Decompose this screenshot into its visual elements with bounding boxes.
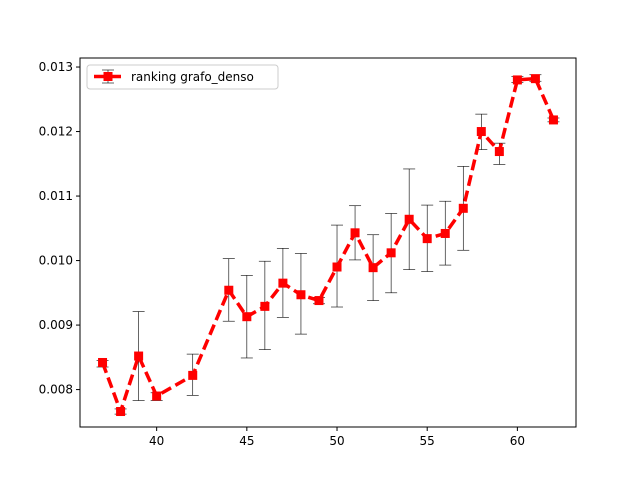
series-group [98, 74, 558, 417]
x-tick-label: 55 [420, 434, 435, 448]
data-point [332, 262, 342, 272]
data-point [350, 228, 360, 238]
legend: ranking grafo_denso [86, 64, 279, 90]
x-tick-label: 45 [239, 434, 254, 448]
y-axis: 0.008 0.009 0.010 0.011 0.012 0.013 [39, 60, 80, 397]
data-point [530, 74, 540, 84]
data-point [386, 248, 396, 258]
y-tick-label: 0.008 [39, 383, 73, 397]
data-point [116, 407, 126, 417]
x-tick-label: 40 [149, 434, 164, 448]
data-point [404, 214, 414, 224]
data-point [278, 278, 288, 288]
data-point [224, 285, 234, 295]
data-point [548, 115, 558, 125]
y-tick-label: 0.011 [39, 189, 73, 203]
y-tick-label: 0.013 [39, 60, 73, 74]
y-tick-label: 0.009 [39, 318, 73, 332]
data-point [314, 296, 324, 306]
data-point [134, 351, 144, 361]
x-tick-label: 60 [510, 434, 525, 448]
data-point [296, 290, 306, 300]
y-tick-label: 0.010 [39, 254, 73, 268]
legend-swatch [94, 69, 122, 84]
legend-box [86, 64, 279, 90]
legend-label: ranking grafo_denso [131, 70, 254, 84]
series-line [100, 76, 556, 414]
data-point [260, 301, 270, 311]
data-point [188, 370, 198, 380]
plot-area-frame [79, 57, 577, 428]
data-point [422, 234, 432, 244]
data-point [494, 147, 504, 157]
error-bars [96, 74, 560, 415]
data-point [440, 228, 450, 238]
data-point [368, 263, 378, 273]
data-point [242, 312, 252, 322]
data-point [476, 127, 486, 137]
data-point [512, 75, 522, 85]
x-tick-label: 50 [329, 434, 344, 448]
data-point [98, 357, 108, 367]
x-axis: 40 45 50 55 60 [149, 427, 525, 448]
data-point [458, 203, 468, 213]
data-point [152, 391, 162, 401]
y-tick-label: 0.012 [39, 125, 73, 139]
